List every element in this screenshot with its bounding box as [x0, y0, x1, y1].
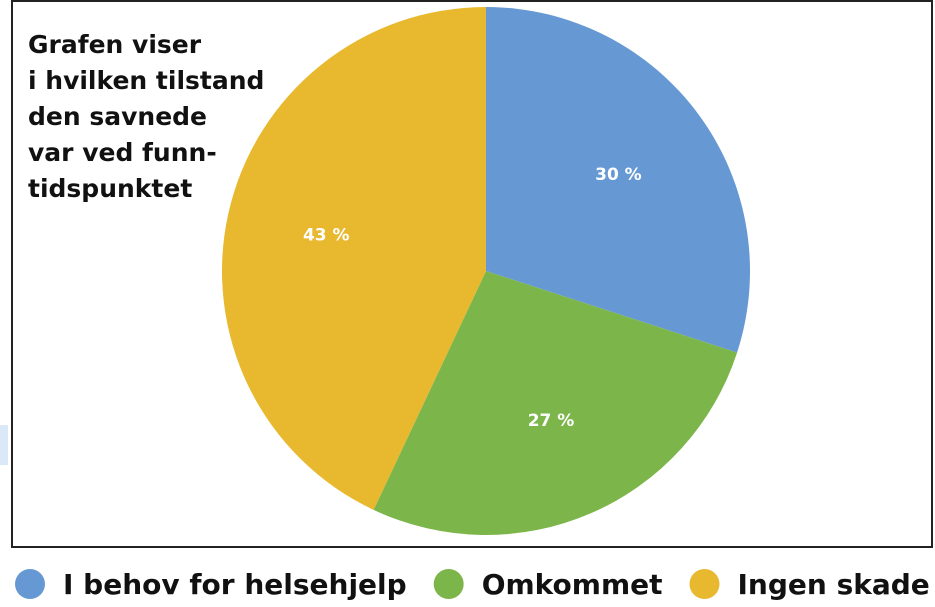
pie-slice [486, 7, 751, 353]
side-tab [0, 425, 8, 465]
chart-title: var ved funn- [28, 138, 217, 167]
chart-title: tidspunktet [28, 174, 192, 203]
pie-slice [373, 271, 738, 535]
chart-title: i hvilken tilstand [28, 66, 264, 95]
frame [11, 0, 933, 548]
slice-label: 43 % [303, 225, 350, 245]
slice-label: 30 % [595, 165, 642, 185]
slice-label: 27 % [528, 411, 575, 431]
legend-label: Omkommet [482, 568, 663, 601]
legend-marker [689, 569, 720, 599]
chart-title: den savnede [28, 102, 207, 131]
chart-title: Grafen viser [28, 30, 202, 59]
legend-marker [15, 569, 45, 599]
legend-label: I behov for helsehjelp [63, 568, 407, 601]
legend-label: Ingen skade [738, 568, 930, 601]
pie-slice [222, 7, 486, 510]
legend-marker [433, 569, 464, 599]
